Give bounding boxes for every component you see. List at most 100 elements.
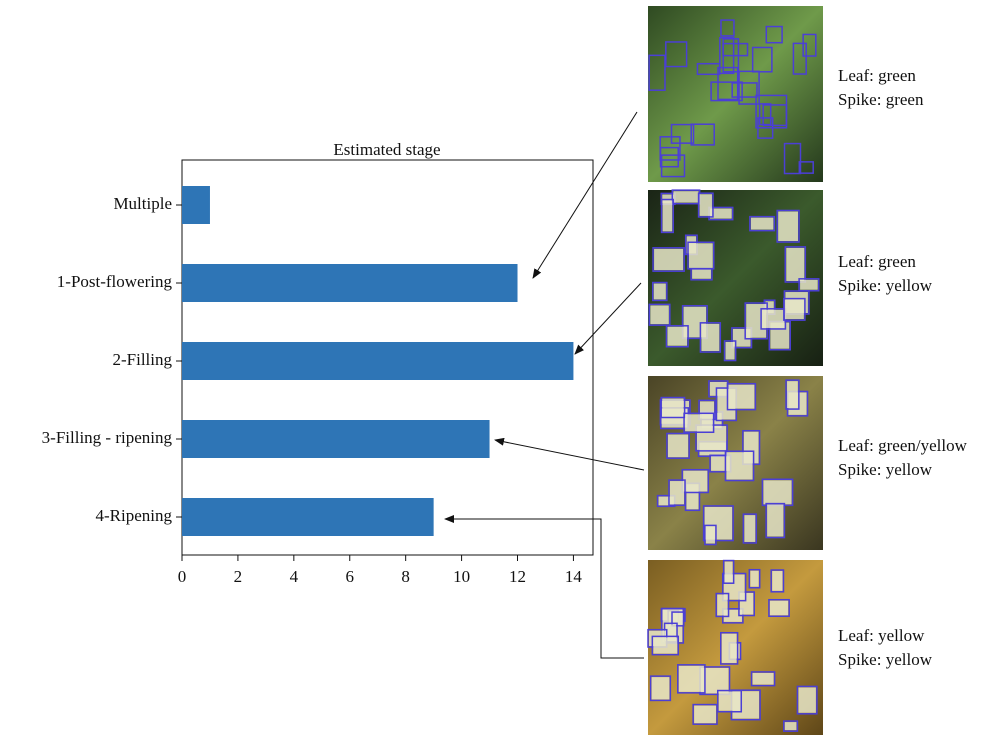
annotation: Leaf: green — [838, 66, 916, 85]
spike — [724, 561, 733, 583]
spike — [694, 705, 717, 724]
detection-box — [783, 297, 806, 321]
spike — [728, 384, 755, 409]
spike — [673, 191, 699, 203]
detection-box — [677, 664, 706, 694]
detection-box — [665, 41, 688, 68]
spike — [786, 247, 805, 282]
detection-box — [738, 70, 760, 105]
detection-box — [765, 25, 783, 44]
annotation: Leaf: green/yellow — [838, 436, 968, 455]
x-tick-label: 0 — [178, 567, 187, 586]
detection-box — [750, 671, 776, 687]
chart-title: Estimated stage — [333, 140, 440, 159]
detection-box — [660, 198, 674, 234]
spike — [654, 248, 684, 271]
detection-box — [692, 703, 718, 725]
spike — [763, 480, 792, 505]
spike — [653, 283, 666, 300]
x-tick-label: 6 — [346, 567, 355, 586]
spike — [752, 672, 774, 685]
detection-box — [796, 685, 818, 715]
detection-box — [751, 46, 773, 73]
detection-box — [749, 215, 776, 232]
spike — [667, 326, 688, 346]
detection-box — [722, 38, 740, 73]
detection-box — [702, 505, 734, 542]
spike — [732, 328, 751, 347]
detection-box — [690, 123, 715, 146]
detection-box — [660, 154, 686, 178]
spike — [798, 687, 816, 713]
spike — [787, 381, 798, 409]
spike — [767, 504, 784, 537]
detection-box — [660, 396, 686, 419]
detection-box — [649, 675, 672, 702]
detection-box — [715, 592, 730, 618]
spike — [750, 570, 759, 587]
spike — [725, 341, 735, 360]
annotation: Spike: yellow — [838, 276, 933, 295]
detection-box — [683, 412, 715, 434]
spike — [750, 217, 774, 230]
detection-box — [651, 635, 680, 656]
spike — [718, 691, 741, 711]
spike — [651, 677, 670, 700]
detection-box — [784, 246, 807, 283]
detection-box — [731, 327, 753, 349]
detection-box — [798, 161, 814, 174]
arrow — [532, 111, 638, 279]
arrow — [444, 515, 644, 659]
annotation: Spike: yellow — [838, 460, 933, 479]
spike — [717, 594, 728, 616]
spike — [762, 309, 785, 328]
detection-box — [681, 305, 708, 340]
detection-box — [731, 82, 758, 98]
detection-box — [665, 325, 689, 348]
x-tick-label: 10 — [453, 567, 470, 586]
spike — [710, 208, 732, 219]
detection-box — [648, 303, 671, 326]
y-tick-label: 1-Post-flowering — [57, 272, 173, 291]
detection-box — [798, 278, 820, 292]
spike — [784, 299, 804, 320]
detection-box — [717, 66, 739, 101]
detection-box — [704, 524, 717, 546]
detection-box — [666, 432, 690, 459]
x-tick-label: 14 — [565, 567, 583, 586]
annotation: Leaf: yellow — [838, 626, 925, 645]
x-tick-label: 12 — [509, 567, 526, 586]
detection-box — [652, 247, 685, 272]
arrow — [574, 282, 642, 355]
detection-box — [720, 631, 739, 665]
detection-box — [742, 513, 758, 544]
spike — [662, 200, 673, 232]
detection-box — [671, 611, 685, 627]
spike — [701, 323, 720, 352]
detection-box — [687, 241, 715, 270]
detection-box — [768, 598, 790, 618]
detection-box — [716, 689, 743, 713]
spike — [653, 637, 678, 654]
spike — [678, 665, 704, 692]
spike — [699, 194, 712, 216]
spike — [700, 401, 715, 419]
spike — [662, 398, 684, 417]
annotation: Leaf: green — [838, 252, 916, 271]
arrows — [444, 111, 645, 659]
y-tick-label: 3-Filling - ripening — [42, 428, 173, 447]
detection-box — [783, 142, 802, 175]
bar — [182, 420, 490, 458]
detection-box — [670, 123, 695, 144]
spike — [685, 414, 713, 432]
arrow — [494, 437, 645, 471]
detection-box — [648, 54, 666, 91]
detection-box — [755, 94, 788, 129]
detection-box — [651, 281, 668, 302]
detection-box — [696, 62, 721, 76]
detection-box — [783, 720, 799, 732]
detection-box — [719, 36, 735, 75]
x-tick-label: 4 — [290, 567, 299, 586]
